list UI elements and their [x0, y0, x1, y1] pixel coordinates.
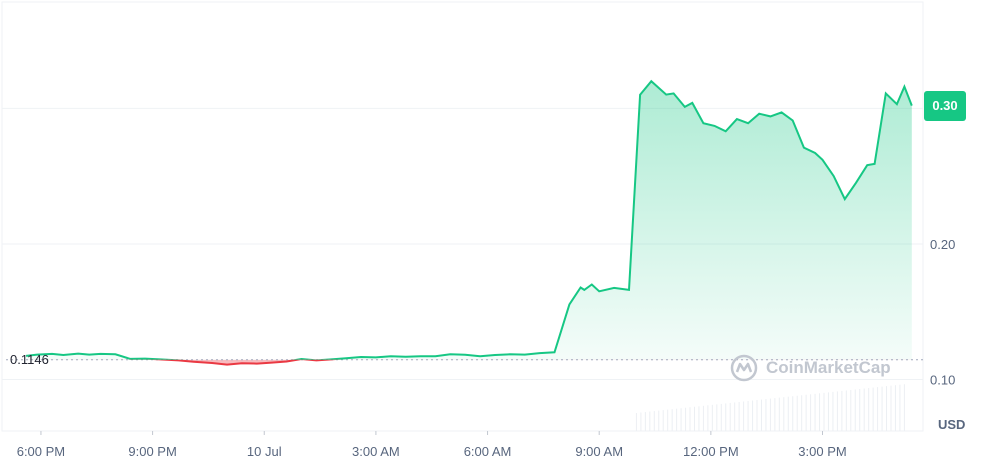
price-line-down[interactable] [26, 81, 912, 366]
baseline-price-label: 0.1146 [10, 351, 49, 367]
price-area-up [26, 81, 912, 360]
x-tick-label: 10 Jul [247, 444, 282, 459]
x-tick-label: 3:00 AM [352, 444, 400, 459]
y-tick-label: 0.10 [930, 372, 955, 387]
watermark: CoinMarketCap [730, 354, 891, 382]
x-axis: 6:00 PM 9:00 PM 10 Jul 3:00 AM 6:00 AM 9:00 A… [17, 431, 847, 459]
y-tick-label: 0.20 [930, 237, 955, 252]
coinmarketcap-logo-icon [730, 354, 758, 382]
x-tick-label: 3:00 PM [798, 444, 846, 459]
currency-label: USD [938, 417, 966, 432]
x-tick-label: 9:00 AM [575, 444, 623, 459]
current-price-badge: 0.30 [924, 90, 966, 121]
x-tick-label: 9:00 PM [128, 444, 176, 459]
price-line-up[interactable] [25, 79, 913, 364]
x-tick-label: 6:00 PM [17, 444, 65, 459]
x-tick-label: 6:00 AM [464, 444, 512, 459]
y-axis: 0.10 0.20 [930, 237, 955, 388]
volume-bars [635, 384, 905, 431]
x-tick-label: 12:00 PM [683, 444, 739, 459]
watermark-text: CoinMarketCap [766, 358, 891, 377]
chart-frame [1, 1, 924, 432]
